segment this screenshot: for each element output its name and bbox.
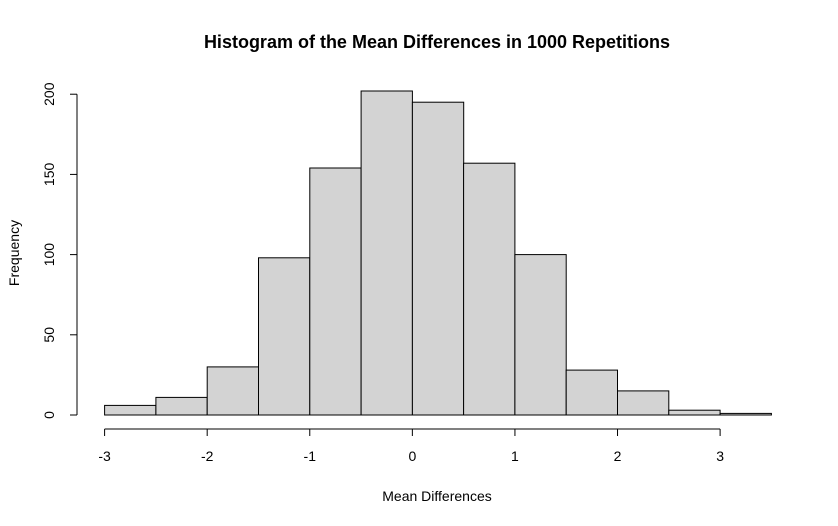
x-tick-label: -3 [98, 448, 111, 464]
histogram-bar-9 [514, 254, 567, 416]
x-axis-label: Mean Differences [382, 488, 491, 504]
histogram-bar-12 [668, 409, 721, 416]
histogram-bar-10 [565, 369, 619, 416]
x-axis: -3 -2 -1 0 1 2 3 [98, 428, 724, 464]
histogram-bar-4 [258, 257, 311, 416]
y-axis-label: Frequency [6, 220, 22, 286]
y-tick-label: 200 [41, 82, 57, 106]
histogram-bar-8 [463, 162, 516, 416]
y-tick-label: 150 [41, 163, 57, 187]
x-tick-label: 3 [716, 448, 724, 464]
histogram-bar-7 [411, 101, 465, 416]
x-tick-label: 2 [614, 448, 622, 464]
histogram-bar-13 [719, 412, 772, 416]
histogram-bar-5 [309, 167, 362, 416]
y-tick-label: 50 [41, 327, 57, 343]
histogram-bar-11 [617, 390, 670, 416]
y-tick-label: 0 [41, 411, 57, 419]
histogram-bar-3 [206, 366, 259, 416]
x-tick-label: 0 [408, 448, 416, 464]
y-axis: 0 50 100 150 200 [41, 82, 78, 419]
y-tick-label: 100 [41, 243, 57, 267]
chart-title: Histogram of the Mean Differences in 100… [204, 32, 670, 52]
histogram-bar-1 [104, 404, 157, 416]
histogram-bar-6 [360, 90, 413, 416]
x-tick-label: -2 [201, 448, 214, 464]
x-tick-label: 1 [511, 448, 519, 464]
bars-group [104, 90, 772, 416]
histogram-bar-2 [155, 396, 208, 416]
x-tick-label: -1 [304, 448, 317, 464]
